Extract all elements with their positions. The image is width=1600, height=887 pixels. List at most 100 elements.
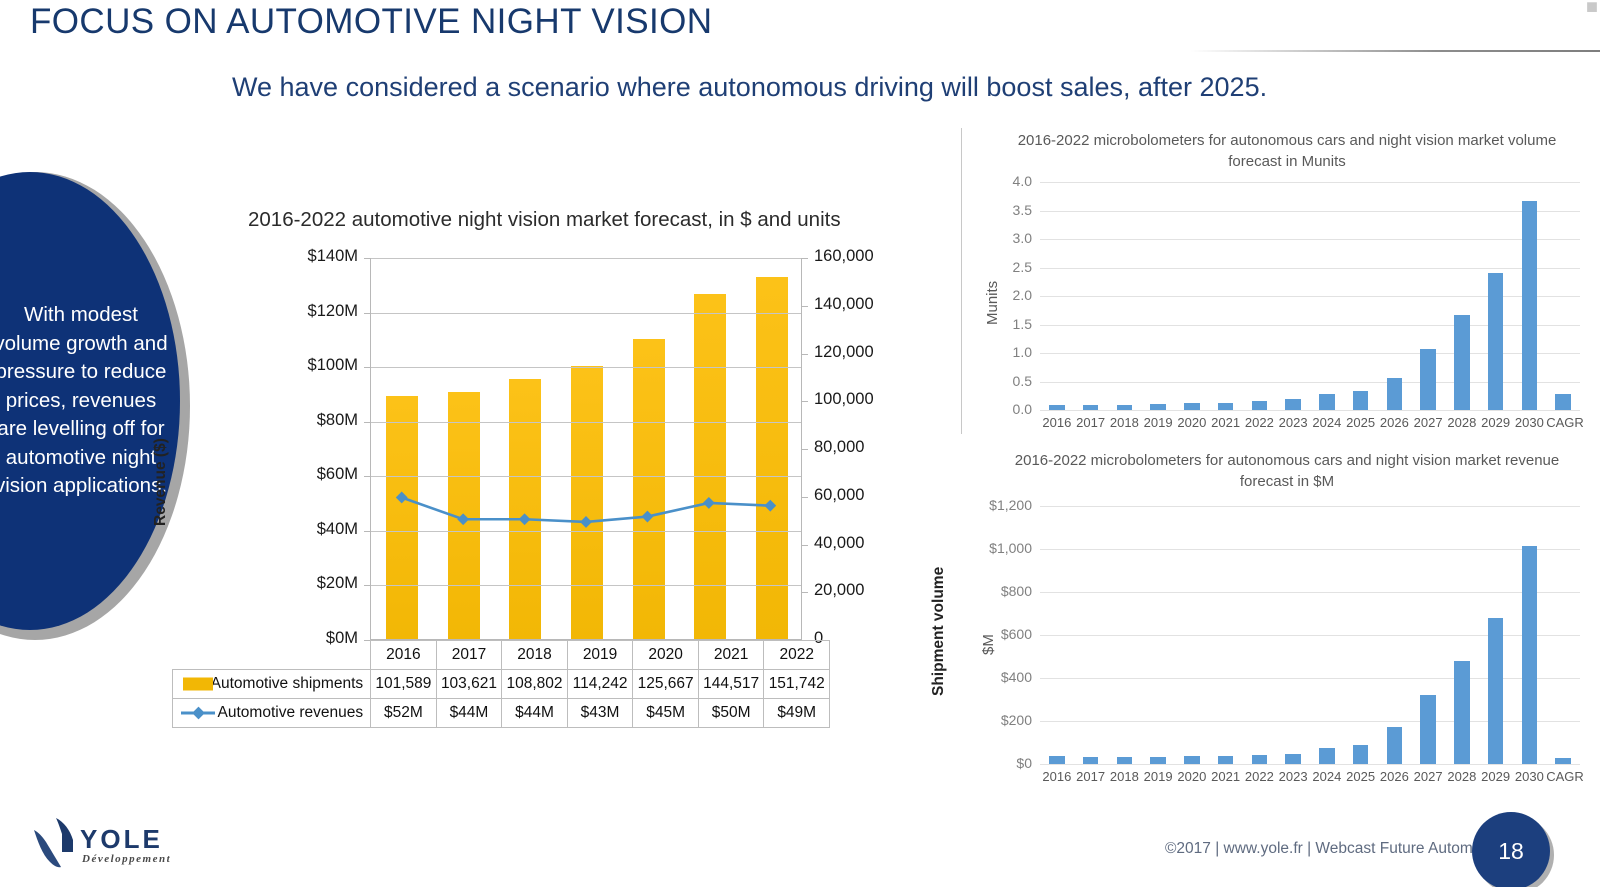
left-chart: 2016-2022 automotive night vision market… [152, 196, 960, 728]
page-number-badge: 18 [1472, 812, 1550, 887]
y-axis-tick-label: 0.5 [1012, 372, 1032, 389]
y2-axis-tick-label: 120,000 [814, 342, 874, 361]
x-axis-tick-label: 2020 [1177, 769, 1207, 784]
y-axis-tick-label: $80M [316, 410, 358, 429]
table-cell-shipments: 144,517 [697, 669, 765, 699]
svg-text:YOLE: YOLE [80, 824, 163, 854]
y2-axis-tick-mark [801, 353, 808, 355]
yole-logo-icon: YOLE Développement [34, 818, 171, 868]
y-axis-tick-label: $800 [1000, 583, 1032, 599]
bar [385, 396, 418, 639]
x-axis-tick-label: 2026 [1379, 415, 1409, 430]
y2-axis-tick-mark [801, 258, 808, 259]
bar [756, 276, 789, 639]
x-axis-tick-label: 2016 [1042, 415, 1072, 430]
right-top-chart-plot-area: 0.0 0.5 1.0 1.5 2.0 2.5 3.0 3.5 4.0 2016 2017 2018 2… [1013, 173, 1584, 430]
table-cell-revenues: $49M [763, 698, 830, 728]
x-axis-tick-label: 2019 [1143, 769, 1173, 784]
svg-text:Développement: Développement [81, 853, 171, 865]
y-axis-tick-mark [364, 312, 371, 314]
table-row: Automotive revenues $52M $44M $44M $43M $45M $… [171, 698, 830, 728]
y-axis-tick-label: $600 [1000, 626, 1032, 642]
x-axis-tick-label: 2030 [1514, 415, 1544, 430]
x-axis-tick-label: 2028 [1447, 415, 1477, 430]
gridline [1040, 296, 1580, 297]
line-marker [457, 513, 470, 526]
table-cell-shipments: 103,621 [435, 669, 503, 699]
x-axis-tick-label: 2021 [1211, 415, 1241, 430]
x-axis-tick-label: CAGR [1546, 415, 1584, 430]
x-axis-tick-label: 2018 [1109, 415, 1139, 430]
line-marker [580, 516, 592, 528]
gridline [1040, 678, 1580, 679]
x-axis-tick-label: 2020 [1177, 415, 1207, 430]
table-cell-revenues: $50M [697, 698, 765, 728]
y-axis-tick-mark [364, 530, 371, 532]
y2-axis-tick-mark [801, 496, 808, 498]
header-divider [1190, 50, 1600, 52]
y-axis-tick-label: 3.5 [1012, 201, 1032, 218]
bar [1285, 399, 1301, 410]
table-header-year: 2022 [763, 640, 830, 670]
bar [1521, 545, 1538, 764]
x-axis-tick-label: 2024 [1312, 415, 1342, 430]
table-row: 2016 2017 2018 2019 2020 2021 2022 [173, 640, 830, 670]
y-axis-tick-label: $0 [1016, 755, 1032, 771]
x-axis-tick-label: 2024 [1312, 769, 1342, 784]
x-axis-tick-label: 2030 [1514, 769, 1544, 784]
bar [1217, 755, 1234, 764]
gridline [371, 476, 801, 478]
table-header-year: 2020 [632, 640, 699, 670]
table-cell-revenues: $52M [370, 698, 437, 728]
right-bottom-chart: 2016-2022 microbolometers for autonomous… [972, 450, 1592, 800]
right-bottom-chart-title: 2016-2022 microbolometers for autonomous… [1014, 452, 1560, 490]
right-top-chart-title: 2016-2022 microbolometers for autonomous… [1017, 132, 1557, 170]
y-axis-tick-label: $40M [316, 519, 358, 538]
gridline [1040, 381, 1580, 383]
corner-mark-icon: ■ [1585, 0, 1598, 18]
x-axis-tick-label: 2019 [1143, 415, 1173, 430]
table-cell-revenues: $44M [435, 698, 503, 728]
y-axis-tick-label: $0M [325, 629, 358, 647]
bar [1251, 755, 1268, 764]
y2-axis-tick-label: 160,000 [814, 247, 874, 265]
x-axis-tick-label: 2029 [1481, 769, 1511, 784]
bar [1116, 757, 1133, 764]
bar [694, 293, 727, 639]
table-cell-shipments: 125,667 [632, 669, 699, 699]
x-axis-tick-label: 2027 [1413, 415, 1443, 430]
y2-axis-tick-label: 40,000 [814, 533, 865, 552]
bar [1521, 201, 1538, 410]
bar [1555, 757, 1571, 764]
gridline [1040, 182, 1580, 183]
table-corner-cell [173, 641, 371, 670]
left-chart-line-series [371, 258, 801, 639]
y-axis-tick-label: 1.0 [1012, 344, 1032, 360]
bar [1150, 404, 1166, 410]
bar [1386, 378, 1403, 410]
gridline [371, 258, 801, 259]
line-marker [395, 491, 408, 504]
copyright-text: ©2017 | www.yole.fr | Webcast Future Aut… [1165, 840, 1506, 857]
y-axis-tick-label: $20M [316, 574, 358, 593]
right-top-chart: 2016-2022 microbolometers for autonomous… [972, 130, 1592, 432]
table-cell-shipments: 151,742 [763, 669, 830, 699]
x-axis-tick-label: 2017 [1076, 415, 1106, 430]
y-axis-tick-label: $200 [1000, 712, 1032, 728]
y-axis-tick-label: $1,000 [989, 540, 1032, 556]
bar [1420, 694, 1436, 764]
table-row: Automotive shipments 101,589 103,621 108,80… [171, 669, 830, 699]
x-axis-tick-label: 2028 [1447, 769, 1477, 784]
x-axis-tick-label: 2027 [1413, 769, 1443, 784]
table-cell-revenues: $44M [501, 698, 568, 728]
bar [1285, 753, 1301, 764]
table-cell-shipments: 114,242 [566, 669, 634, 699]
bar [1352, 391, 1369, 410]
bar [1319, 394, 1335, 410]
x-axis-tick-label: 2029 [1481, 415, 1511, 430]
line-marker [518, 513, 531, 526]
gridline [1040, 592, 1580, 593]
y-axis-tick-label: $140M [307, 247, 358, 265]
x-axis-tick-label: 2025 [1346, 769, 1376, 784]
gridline [1040, 721, 1580, 722]
